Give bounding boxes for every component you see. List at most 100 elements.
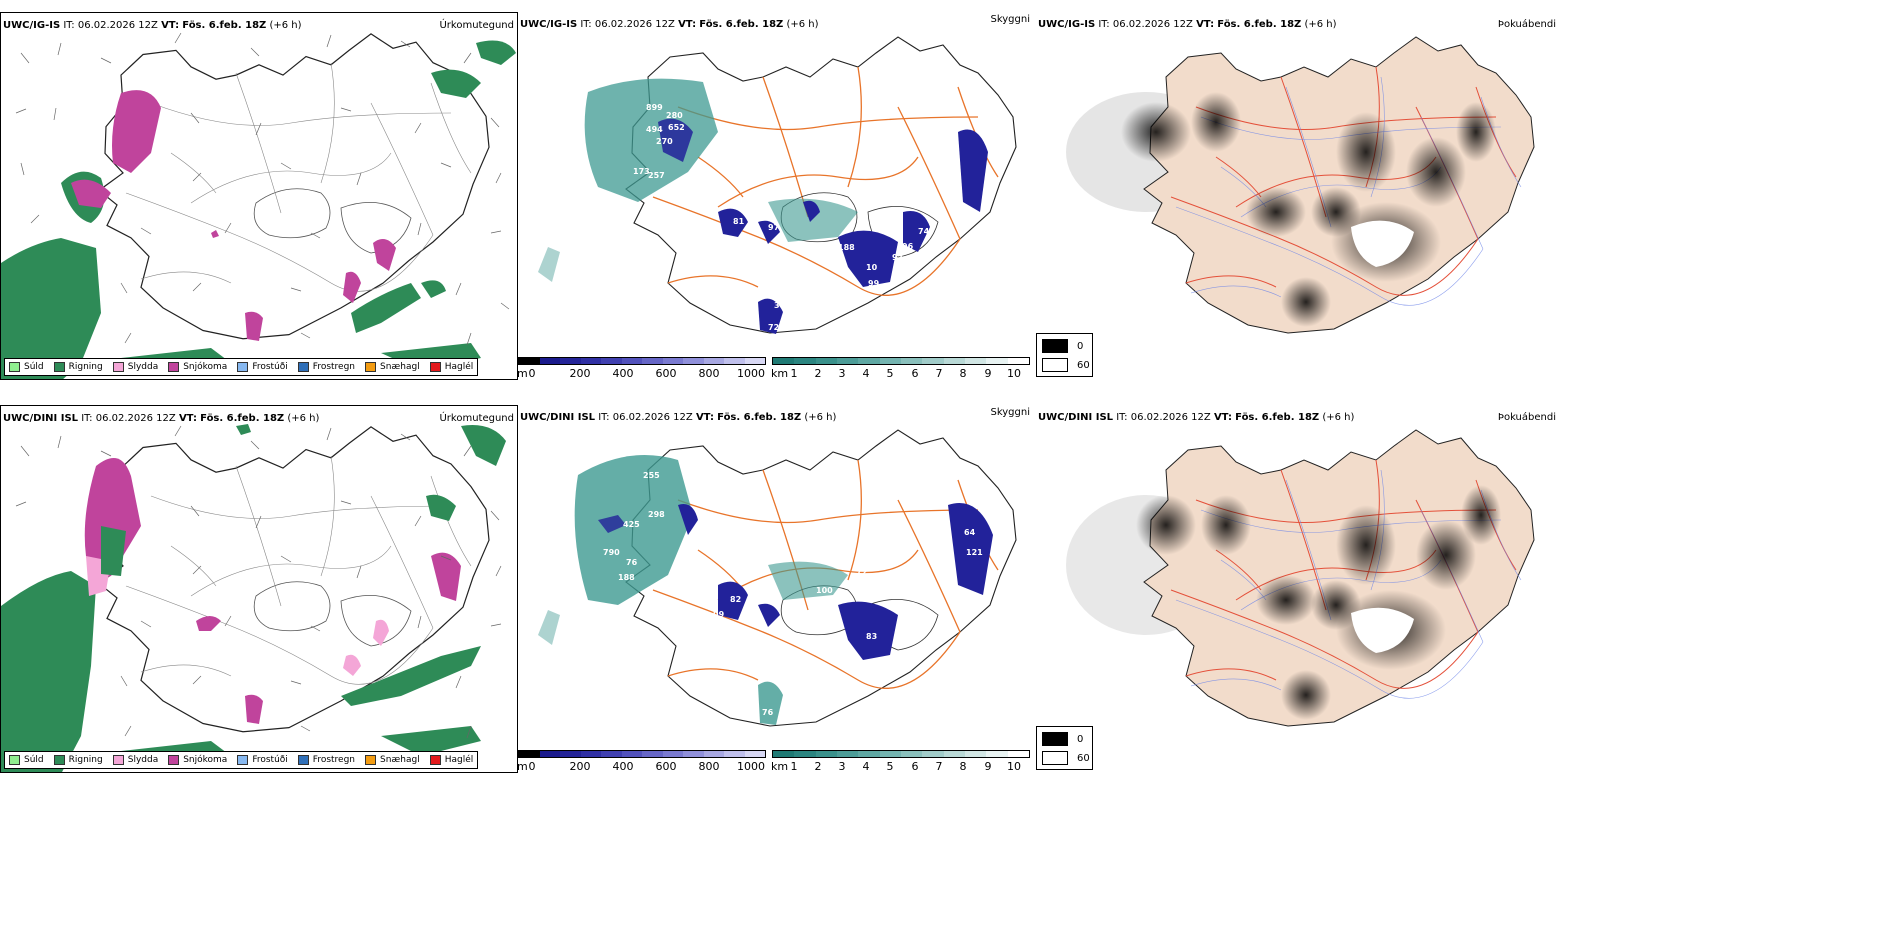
value-labels: 899 280 494 652 270 173 257 81 97 55 188… xyxy=(633,103,930,332)
colorbar-tick: 200 xyxy=(569,367,591,380)
legend-item: Rigning xyxy=(53,755,103,765)
legend-item: Frostúði xyxy=(237,755,288,765)
legend-swatch xyxy=(365,755,377,765)
legend-item: Haglél xyxy=(429,362,473,372)
fog-legend-item: 0 xyxy=(1042,339,1083,353)
legend-swatch xyxy=(112,755,124,765)
panel-label-fog: Þokuábendi xyxy=(1497,412,1556,423)
legend-swatch xyxy=(1042,358,1068,372)
colorbar-tick: 8 xyxy=(959,760,967,773)
panel-title: UWC/IG-IS IT: 06.02.2026 12Z VT: Fös. 6.… xyxy=(3,20,302,31)
colorbar-tick: 3 xyxy=(838,367,846,380)
legend-item: Frostregn xyxy=(297,362,355,372)
legend-item: Snæhagl xyxy=(365,362,420,372)
value-label: 74 xyxy=(918,227,930,236)
visibility-colorbar-strip xyxy=(772,357,1030,365)
ceiling-colorbar-bottom: m 0 200 400 600 800 1000 xyxy=(517,750,766,776)
legend-swatch xyxy=(1042,732,1068,746)
legend-swatch xyxy=(53,755,65,765)
value-label: 280 xyxy=(666,111,683,120)
precip-type-panel-top: UWC/IG-IS IT: 06.02.2026 12Z VT: Fös. 6.… xyxy=(0,12,518,380)
value-label: 652 xyxy=(668,123,685,132)
colorbar-unit: m xyxy=(517,760,528,773)
value-label: 64 xyxy=(964,528,976,537)
value-label: 83 xyxy=(866,632,877,641)
ceiling-colorbar-strip xyxy=(518,357,766,365)
precip-type-map xyxy=(1,32,516,379)
fog-map xyxy=(1066,36,1535,334)
value-label: 96 xyxy=(902,242,914,251)
colorbar-tick: 1 xyxy=(790,367,798,380)
colorbar-tick: 0 xyxy=(528,760,536,773)
precip-type-panel-bottom: UWC/DINI ISL IT: 06.02.2026 12Z VT: Fös.… xyxy=(0,405,518,773)
colorbar-tick: 10 xyxy=(1007,760,1021,773)
legend-swatch xyxy=(168,362,180,372)
fog-legend-top: 0 60 xyxy=(1036,333,1093,377)
wind-barbs xyxy=(15,32,510,346)
legend-swatch xyxy=(53,362,65,372)
value-label: 82 xyxy=(730,595,741,604)
value-label: 99 xyxy=(868,279,880,288)
panel-label-cloud: Skyggni xyxy=(990,407,1030,418)
colorbar-unit: km xyxy=(771,760,789,773)
colorbar-tick: 4 xyxy=(862,760,870,773)
panel-label-cloud: Skyggni xyxy=(990,14,1030,25)
precip-type-map xyxy=(1,424,506,772)
colorbar-tick: 7 xyxy=(935,760,943,773)
value-label: 72 xyxy=(768,323,779,332)
legend-swatch xyxy=(429,755,441,765)
colorbar-tick: 5 xyxy=(886,367,894,380)
colorbar-tick: 200 xyxy=(569,760,591,773)
legend-item: Frostúði xyxy=(237,362,288,372)
legend-swatch xyxy=(9,362,20,372)
value-label: 72 xyxy=(856,568,867,577)
fog-legend-item: 60 xyxy=(1042,358,1090,372)
fog-legend-item: 0 xyxy=(1042,732,1083,746)
value-label: 270 xyxy=(656,137,673,146)
colorbar-tick: 800 xyxy=(698,760,720,773)
value-label: 76 xyxy=(626,558,638,567)
legend-item: Slydda xyxy=(112,755,158,765)
visibility-colorbar-top: km 1 2 3 4 5 6 7 8 9 10 xyxy=(771,357,1030,383)
visibility-colorbar-strip xyxy=(772,750,1030,758)
value-label: 255 xyxy=(643,471,660,480)
legend-item: Snjókoma xyxy=(168,755,227,765)
colorbar-tick: 4 xyxy=(862,367,870,380)
value-labels: 255 298 425 790 76 188 82 09 100 72 83 6… xyxy=(603,471,983,717)
value-label: 899 xyxy=(646,103,663,112)
ceiling-visibility-map: 255 298 425 790 76 188 82 09 100 72 83 6… xyxy=(538,429,1017,727)
value-label: 97 xyxy=(892,253,903,262)
legend-item: Rigning xyxy=(53,362,103,372)
value-label: 36 xyxy=(774,301,786,310)
colorbar-tick: 1 xyxy=(790,760,798,773)
value-label: 81 xyxy=(733,217,745,226)
visibility-colorbar-bottom: km 1 2 3 4 5 6 7 8 9 10 xyxy=(771,750,1030,776)
value-label: 425 xyxy=(623,520,640,529)
colorbar-tick: 800 xyxy=(698,367,720,380)
colorbar-tick: 600 xyxy=(655,367,677,380)
colorbar-tick: 0 xyxy=(528,367,536,380)
colorbar-unit: m xyxy=(517,367,528,380)
ceiling-colorbar-strip xyxy=(518,750,766,758)
colorbar-tick: 6 xyxy=(911,760,919,773)
colorbar-tick: 5 xyxy=(886,760,894,773)
panel-title: UWC/DINI ISL IT: 06.02.2026 12Z VT: Fös.… xyxy=(1038,412,1355,423)
legend-item: Frostregn xyxy=(297,755,355,765)
colorbar-tick: 400 xyxy=(612,367,634,380)
panel-label-precip: Úrkomutegund xyxy=(439,20,514,31)
fog-legend-item: 60 xyxy=(1042,751,1090,765)
value-label: 100 xyxy=(816,586,833,595)
legend-item: Súld xyxy=(9,755,44,765)
colorbar-tick: 600 xyxy=(655,760,677,773)
panel-title: UWC/IG-IS IT: 06.02.2026 12Z VT: Fös. 6.… xyxy=(520,19,819,30)
ceiling-visibility-map: 899 280 494 652 270 173 257 81 97 55 188… xyxy=(538,36,1017,334)
legend-item: Haglél xyxy=(429,755,473,765)
legend-swatch xyxy=(237,755,249,765)
legend-swatch xyxy=(1042,751,1068,765)
fog-map xyxy=(1066,429,1535,727)
panel-label-precip: Úrkomutegund xyxy=(439,413,514,424)
value-label: 298 xyxy=(648,510,665,519)
legend-item: Slydda xyxy=(112,362,158,372)
panel-title: UWC/DINI ISL IT: 06.02.2026 12Z VT: Fös.… xyxy=(520,412,837,423)
legend-item: Snæhagl xyxy=(365,755,420,765)
